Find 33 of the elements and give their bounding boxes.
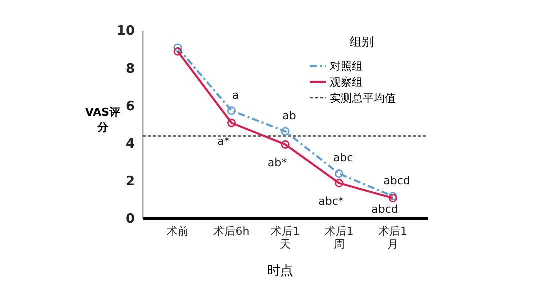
point — [281, 140, 290, 149]
x-tick-label: 术前 — [166, 225, 189, 238]
y-axis-title: VAS评分 — [85, 106, 121, 134]
annotation: abcd — [384, 174, 410, 188]
annotation: abcd — [372, 202, 398, 216]
legend-label: 实测总平均值 — [330, 92, 396, 105]
x-tick-label: 术后1周 — [324, 225, 354, 251]
legend-label: 观察组 — [330, 76, 363, 89]
point — [228, 106, 236, 116]
point — [281, 127, 290, 136]
point — [174, 44, 182, 52]
point — [335, 179, 344, 188]
y-tick-label: 6 — [126, 99, 135, 114]
point — [228, 118, 236, 128]
annotation: abc* — [318, 195, 344, 208]
legend-label: 对照组 — [330, 60, 363, 73]
y-tick-label: 0 — [126, 212, 135, 228]
x-axis-title: 时点 — [268, 264, 294, 279]
annotation: a* — [218, 134, 230, 148]
legend-title: 组别 — [350, 35, 374, 49]
annotation: a — [232, 88, 240, 102]
x-tick-label: 术后1月 — [378, 225, 408, 251]
y-tick-label: 8 — [126, 62, 135, 77]
x-tick-label: 术后6h — [214, 225, 250, 238]
point — [174, 47, 182, 56]
annotation: ab* — [268, 156, 288, 170]
y-tick-label: 2 — [126, 174, 135, 190]
annotation: abc — [333, 152, 354, 165]
y-tick-label: 4 — [126, 136, 135, 152]
point — [335, 170, 344, 178]
annotation: ab — [282, 109, 296, 122]
x-tick-label: 术后1天 — [271, 225, 300, 251]
y-tick-label: 10 — [116, 24, 135, 40]
